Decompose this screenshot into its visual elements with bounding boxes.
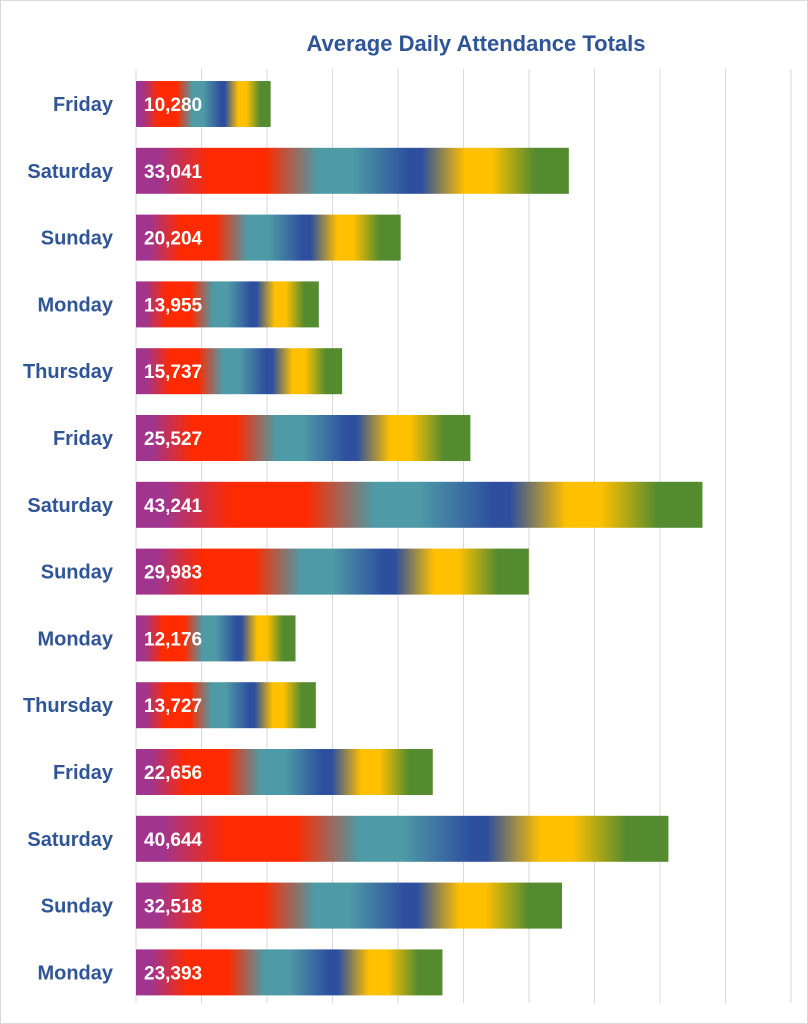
value-label: 32,518 <box>144 897 202 918</box>
bar <box>136 615 296 662</box>
value-label: 25,527 <box>144 429 202 450</box>
bar <box>136 481 703 528</box>
value-label: 43,241 <box>144 496 203 517</box>
category-label: Sunday <box>41 896 114 918</box>
category-label: Monday <box>37 294 113 316</box>
category-label: Friday <box>53 762 114 784</box>
bar <box>136 214 401 261</box>
category-label: Saturday <box>27 161 113 183</box>
category-label: Saturday <box>27 495 113 517</box>
category-label: Friday <box>53 428 114 450</box>
category-label: Monday <box>37 962 113 984</box>
chart-title: Average Daily Attendance Totals <box>306 31 646 56</box>
bar <box>136 882 562 929</box>
category-label: Sunday <box>41 562 114 584</box>
value-label: 13,955 <box>144 295 203 316</box>
value-label: 33,041 <box>144 162 203 183</box>
labels: 10,280 Friday 33,041 Saturday 20,204 Sunday 13… <box>23 94 203 984</box>
value-label: 40,644 <box>144 830 203 851</box>
value-label: 13,727 <box>144 696 202 717</box>
bar <box>136 682 316 729</box>
gridlines <box>135 69 792 1003</box>
bar <box>136 81 271 127</box>
value-label: 15,737 <box>144 362 202 383</box>
bar <box>136 415 471 461</box>
value-label: 20,204 <box>144 229 203 250</box>
category-label: Thursday <box>23 361 114 383</box>
category-label: Sunday <box>41 228 114 250</box>
bars <box>136 81 703 996</box>
bar <box>136 749 433 795</box>
category-label: Monday <box>37 628 113 650</box>
bar <box>136 348 343 395</box>
bar <box>136 147 569 194</box>
category-label: Friday <box>53 94 114 116</box>
bar <box>136 281 319 328</box>
value-label: 12,176 <box>144 629 202 650</box>
value-label: 22,656 <box>144 763 202 784</box>
category-label: Saturday <box>27 829 113 851</box>
bar <box>136 548 529 595</box>
bar <box>136 815 669 862</box>
bar <box>136 949 443 996</box>
value-label: 10,280 <box>144 95 202 116</box>
category-label: Thursday <box>23 695 114 717</box>
value-label: 29,983 <box>144 563 202 584</box>
value-label: 23,393 <box>144 963 202 984</box>
